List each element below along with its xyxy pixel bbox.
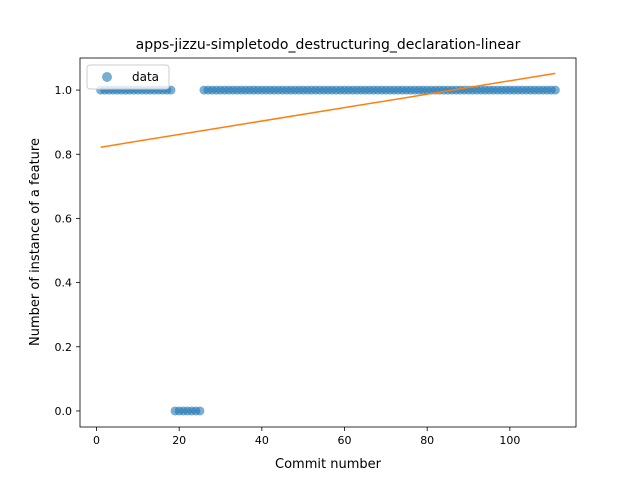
y-tick-label: 0.4: [55, 277, 73, 290]
chart-title: apps-jizzu-simpletodo_destructuring_decl…: [136, 37, 521, 53]
y-tick-label: 0.2: [55, 341, 73, 354]
y-axis-label: Number of instance of a feature: [28, 138, 43, 346]
y-tick-label: 0.8: [55, 148, 73, 161]
x-axis-label: Commit number: [275, 457, 382, 472]
x-tick-label: 20: [172, 434, 186, 447]
y-tick-label: 1.0: [55, 84, 73, 97]
legend-label-data: data: [132, 70, 159, 84]
data-point: [551, 86, 560, 95]
x-tick-label: 100: [499, 434, 520, 447]
x-tick-label: 0: [93, 434, 100, 447]
x-tick-label: 40: [255, 434, 269, 447]
plot-area: [96, 73, 560, 415]
legend: data: [87, 65, 169, 89]
plot-frame: [80, 58, 576, 427]
legend-marker-data: [102, 72, 112, 82]
y-tick-label: 0.0: [55, 405, 73, 418]
y-tick-label: 0.6: [55, 212, 73, 225]
x-axis: 0 20 40 60 80 100: [93, 427, 520, 447]
x-tick-label: 80: [420, 434, 434, 447]
y-axis: 0.0 0.2 0.4 0.6 0.8 1.0: [55, 84, 81, 418]
data-point: [195, 406, 204, 415]
x-tick-label: 60: [338, 434, 352, 447]
